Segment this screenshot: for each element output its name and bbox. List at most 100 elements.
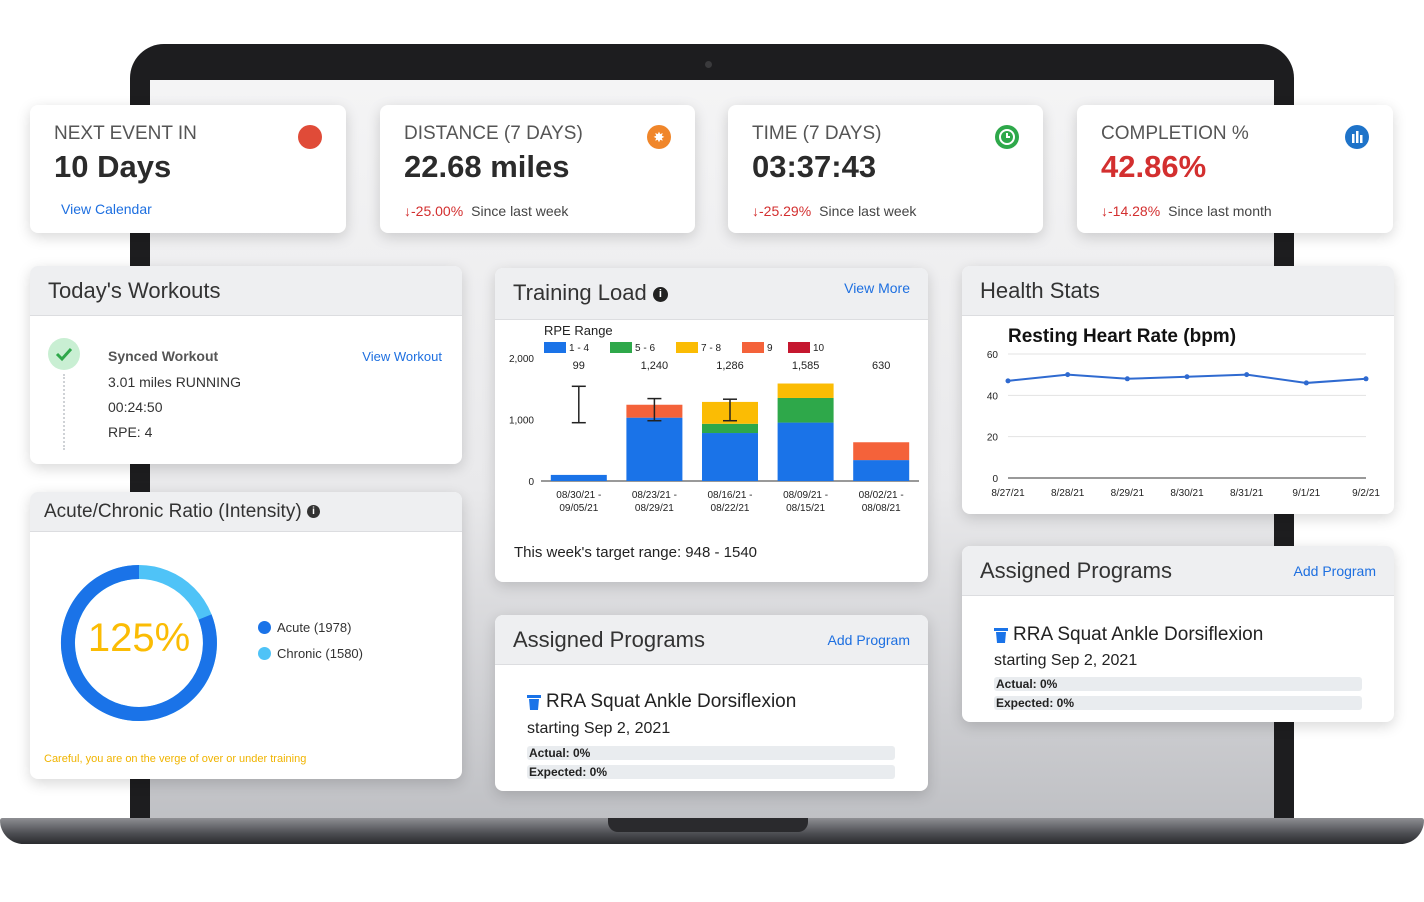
assigned-programs-card: Assigned Programs Add Program RRA Squat A… [962, 546, 1394, 722]
stat-label: TIME (7 DAYS) [752, 123, 882, 144]
heart-rate-chart: Resting Heart Rate (bpm) 0 20 40 60 8/27/21 8/… [987, 326, 1380, 499]
bar-segment [702, 433, 758, 481]
stat-change: ↓-25.00% Since last week [404, 203, 568, 219]
down-arrow-icon: ↓ [404, 203, 411, 219]
health-stats-card: Health Stats Resting Heart Rate (bpm) 0 20… [962, 266, 1394, 514]
x-tick-label: 8/30/21 [1170, 488, 1204, 499]
ratio-donut [60, 565, 217, 721]
stat-change-percent: -14.28% [1108, 203, 1161, 219]
add-program-link[interactable]: Add Program [827, 631, 910, 648]
bar-segment [853, 460, 910, 481]
workout-rpe: RPE: 4 [108, 424, 153, 440]
timeline-line [63, 374, 65, 450]
add-program-link[interactable]: Add Program [1293, 562, 1376, 579]
info-icon[interactable]: i [652, 286, 668, 302]
view-calendar-link[interactable]: View Calendar [61, 201, 152, 217]
legend-title: RPE Range [544, 323, 613, 338]
ratio-percent: 125% [87, 616, 191, 660]
data-point [1303, 380, 1309, 386]
stat-change-percent: -25.00% [411, 203, 464, 219]
x-tick-label: 08/29/21 [635, 503, 674, 514]
down-arrow-icon: ↓ [752, 203, 759, 219]
stat-card-next-event: NEXT EVENT IN 10 Days View Calendar [30, 105, 346, 233]
workout-distance: 3.01 miles RUNNING [108, 374, 242, 390]
stat-value: 03:37:43 [752, 149, 877, 184]
red-dot-icon [298, 125, 322, 149]
x-tick-label: 08/15/21 [786, 503, 825, 514]
total-label: 1,286 [716, 360, 744, 372]
legend-acute: Acute (1978) [258, 620, 351, 635]
stat-label: NEXT EVENT IN [54, 123, 197, 144]
acute-chronic-card: Acute/Chronic Ratio (Intensity) i 125% A… [30, 492, 462, 779]
view-workout-link[interactable]: View Workout [362, 349, 442, 364]
camera-icon [705, 61, 712, 68]
legend-label: 7 - 8 [701, 343, 721, 354]
x-tick-label: 08/22/21 [711, 503, 750, 514]
trash-icon[interactable] [994, 627, 1008, 643]
data-point [1184, 374, 1190, 380]
actual-progress: Actual: 0% [527, 746, 895, 760]
bar-segment [626, 417, 683, 481]
stat-value: 42.86% [1101, 149, 1207, 184]
card-title: Acute/Chronic Ratio (Intensity) [44, 500, 302, 522]
stat-since: Since last week [819, 203, 917, 219]
x-tick-label: 08/16/21 - [707, 490, 752, 501]
assigned-programs-card: Assigned Programs Add Program RRA Squat A… [495, 615, 928, 791]
legend-swatch [788, 342, 810, 353]
x-tick-label: 9/2/21 [1352, 488, 1380, 499]
legend-swatch [676, 342, 698, 353]
stat-label: COMPLETION % [1101, 123, 1249, 144]
stat-change: ↓-25.29% Since last week [752, 203, 916, 219]
data-point [1124, 376, 1130, 382]
data-point [1005, 378, 1011, 384]
card-title: Today's Workouts [48, 277, 221, 303]
bar-segment [777, 383, 834, 398]
x-tick-label: 08/30/21 - [556, 490, 601, 501]
stat-card-completion: COMPLETION % 42.86% ↓-14.28% Since last m… [1077, 105, 1393, 233]
view-more-link[interactable]: View More [844, 280, 910, 296]
stat-since: Since last month [1168, 203, 1272, 219]
chart-title: Resting Heart Rate (bpm) [1008, 326, 1236, 347]
todays-workouts-card: Today's Workouts Synced Workout View Wor… [30, 266, 462, 464]
program-start: starting Sep 2, 2021 [994, 652, 1138, 669]
y-tick-label: 0 [528, 477, 534, 488]
legend-chronic: Chronic (1580) [258, 646, 363, 661]
total-label: 99 [573, 360, 585, 372]
training-load-chart: RPE Range 1 - 4 5 - 6 7 - 8 9 10 0 1,000 2,000 99… [509, 323, 919, 514]
info-icon[interactable]: i [306, 504, 320, 518]
legend-swatch [742, 342, 764, 353]
expected-progress: Expected: 0% [527, 765, 895, 779]
stat-card-distance: DISTANCE (7 DAYS) 22.68 miles ↓-25.00% Si… [380, 105, 695, 233]
x-tick-label: 8/31/21 [1230, 488, 1264, 499]
y-tick-label: 1,000 [509, 416, 534, 427]
legend-label: 5 - 6 [635, 343, 655, 354]
card-title: Health Stats [980, 277, 1100, 303]
data-point [1363, 376, 1369, 382]
card-title: Assigned Programs [513, 626, 705, 652]
stat-value: 22.68 miles [404, 149, 570, 184]
actual-progress: Actual: 0% [994, 677, 1362, 691]
trash-icon[interactable] [527, 694, 541, 710]
chart-icon [1345, 125, 1369, 149]
legend-swatch [610, 342, 632, 353]
stat-change: ↓-14.28% Since last month [1101, 203, 1272, 219]
runner-icon: ✸ [647, 125, 671, 149]
training-load-card: Training Load i View More RPE Range 1 - 4 5… [495, 268, 928, 582]
stat-change-percent: -25.29% [759, 203, 812, 219]
x-tick-label: 09/05/21 [559, 503, 598, 514]
x-tick-label: 8/29/21 [1111, 488, 1145, 499]
program-name: RRA Squat Ankle Dorsiflexion [994, 624, 1263, 646]
data-point [1244, 372, 1250, 378]
bar-segment [777, 422, 834, 481]
y-tick-label: 60 [987, 350, 999, 361]
x-tick-label: 8/28/21 [1051, 488, 1085, 499]
stat-card-time: TIME (7 DAYS) 03:37:43 ↓-25.29% Since las… [728, 105, 1043, 233]
x-tick-label: 08/02/21 - [859, 490, 904, 501]
y-tick-label: 2,000 [509, 354, 534, 365]
card-title: Assigned Programs [980, 557, 1172, 583]
x-tick-label: 08/08/21 [862, 503, 901, 514]
total-label: 630 [872, 360, 890, 372]
down-arrow-icon: ↓ [1101, 203, 1108, 219]
check-icon [48, 338, 80, 370]
laptop-notch [608, 818, 808, 832]
